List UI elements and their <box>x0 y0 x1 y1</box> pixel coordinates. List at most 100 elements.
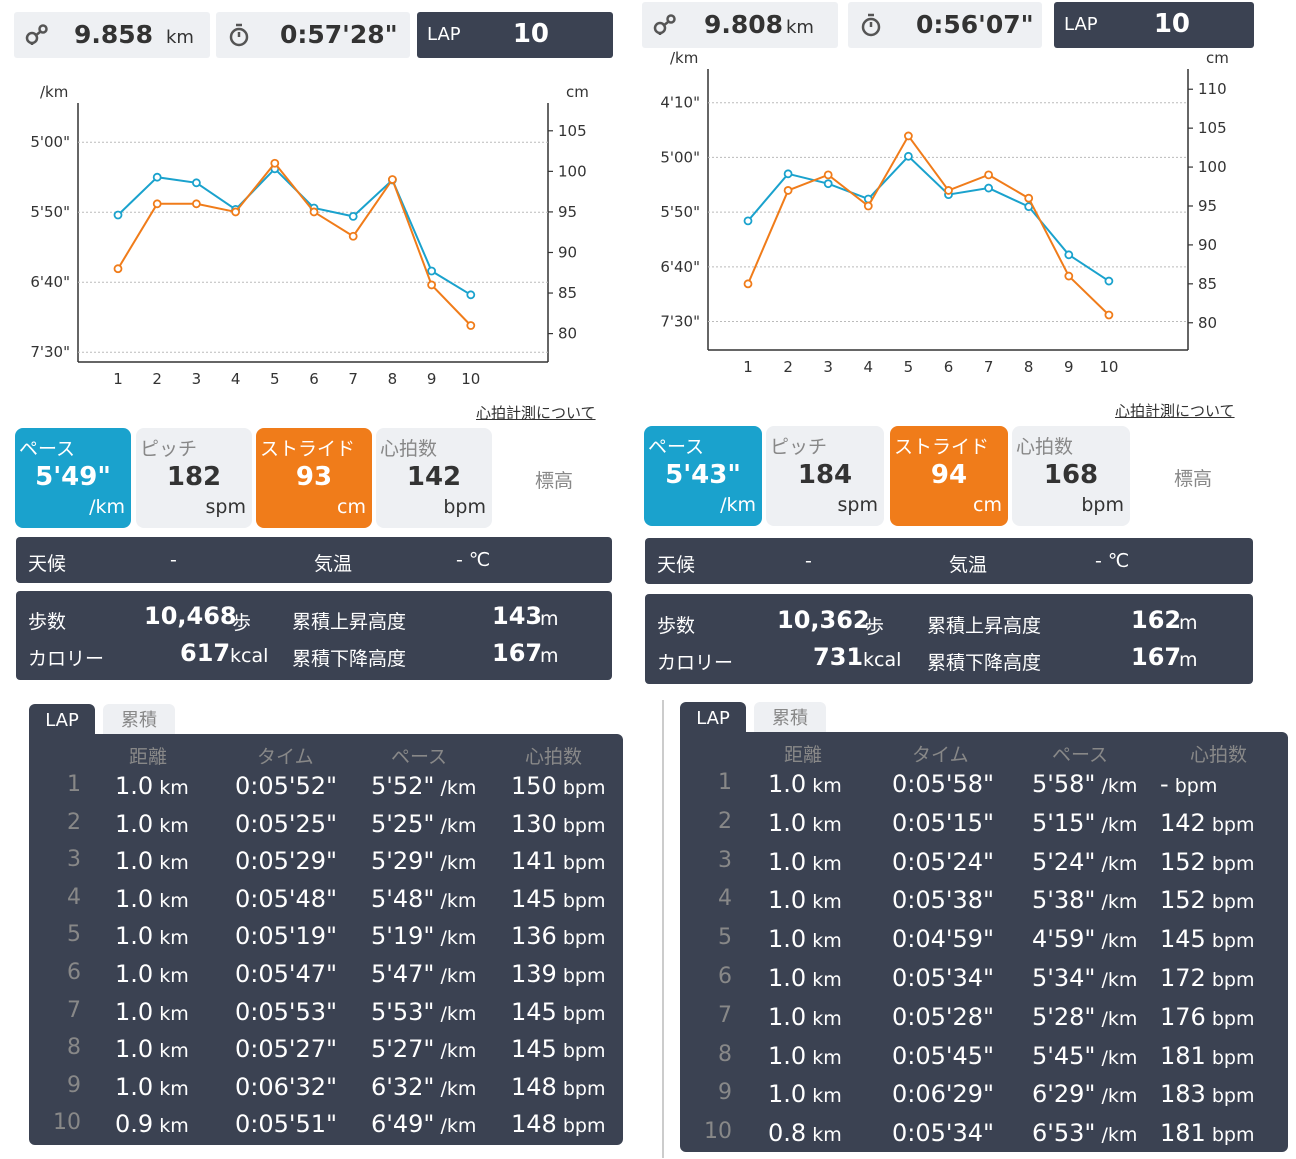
table-row[interactable]: 3 1.0 km 0:05'24" 5'24" /km 152 bpm <box>680 848 1288 887</box>
metric-elevation[interactable]: 標高 <box>1134 426 1252 526</box>
table-row[interactable]: 4 1.0 km 0:05'38" 5'38" /km 152 bpm <box>680 886 1288 925</box>
right-axis-unit: cm <box>1206 50 1229 67</box>
lap-pace: 5'34" /km <box>1032 964 1138 992</box>
metric-heart-rate[interactable]: 心拍数 168 bpm <box>1012 426 1130 526</box>
table-row[interactable]: 6 1.0 km 0:05'47" 5'47" /km 139 bpm <box>29 960 623 998</box>
table-row[interactable]: 1 1.0 km 0:05'52" 5'52" /km 150 bpm <box>29 772 623 810</box>
metric-heart-rate[interactable]: 心拍数 142 bpm <box>376 428 492 528</box>
lap-time: 0:05'15" <box>892 808 995 837</box>
elevation-down-unit: m <box>1179 649 1198 671</box>
lap-pace: 5'19" /km <box>371 922 477 951</box>
lap-distance: 1.0 km <box>768 770 842 798</box>
metric-hr-value: 168 <box>1043 460 1099 490</box>
stride-point <box>743 279 753 289</box>
right-tick-label: 80 <box>558 325 577 343</box>
temperature-value: - ℃ <box>456 549 491 571</box>
stride-point <box>903 131 913 141</box>
elevation-down-value: 167 <box>1131 643 1182 671</box>
lap-pace: 5'24" /km <box>1032 847 1138 876</box>
pace-point <box>191 178 201 188</box>
table-row[interactable]: 4 1.0 km 0:05'48" 5'48" /km 145 bpm <box>29 885 623 923</box>
tab-lap[interactable]: LAP <box>29 704 95 738</box>
lap-distance: 1.0 km <box>115 884 189 913</box>
steps-value: 10,362 <box>777 606 870 634</box>
pace-point <box>783 169 793 179</box>
left-tick-label: 5'00" <box>660 148 700 166</box>
table-row[interactable]: 5 1.0 km 0:05'19" 5'19" /km 136 bpm <box>29 922 623 960</box>
stopwatch-icon <box>861 13 881 37</box>
metric-pitch[interactable]: ピッチ 184 spm <box>766 426 884 526</box>
metric-pitch-label: ピッチ <box>140 438 198 460</box>
stride-point <box>823 170 833 180</box>
divider <box>662 700 664 1158</box>
table-row[interactable]: 6 1.0 km 0:05'34" 5'34" /km 172 bpm <box>680 964 1288 1003</box>
x-tick-label: 1 <box>113 370 123 388</box>
right-tick-label: 90 <box>558 243 577 261</box>
right-tick-label: 95 <box>558 203 577 221</box>
heart-rate-info-link[interactable]: 心拍計測について <box>1115 402 1235 420</box>
tab-cumulative[interactable]: 累積 <box>754 702 826 736</box>
lap-heart-rate: 145 bpm <box>1160 925 1255 954</box>
weather-bar: 天候 - 気温 - ℃ <box>645 538 1253 584</box>
lap-distance: 1.0 km <box>768 808 842 837</box>
table-row[interactable]: 2 1.0 km 0:05'25" 5'25" /km 130 bpm <box>29 810 623 848</box>
temperature-value: - ℃ <box>1095 550 1130 572</box>
x-tick-label: 9 <box>1064 358 1074 376</box>
tab-cumulative[interactable]: 累積 <box>103 704 175 738</box>
table-row[interactable]: 8 1.0 km 0:05'27" 5'27" /km 145 bpm <box>29 1035 623 1073</box>
table-row[interactable]: 7 1.0 km 0:05'53" 5'53" /km 145 bpm <box>29 998 623 1036</box>
table-row[interactable]: 10 0.9 km 0:05'51" 6'49" /km 148 bpm <box>29 1110 623 1148</box>
stride-series-line <box>117 161 472 327</box>
time-box: 0:57'28" <box>216 12 410 58</box>
lap-heart-rate: - bpm <box>1160 770 1218 798</box>
metric-stride[interactable]: ストライド 93 cm <box>256 428 372 528</box>
steps-label: 歩数 <box>28 611 67 633</box>
column-header: タイム <box>912 744 969 766</box>
table-row[interactable]: 9 1.0 km 0:06'32" 6'32" /km 148 bpm <box>29 1073 623 1111</box>
lap-pace: 5'45" /km <box>1032 1041 1138 1070</box>
table-row[interactable]: 9 1.0 km 0:06'29" 6'29" /km 183 bpm <box>680 1080 1288 1119</box>
lap-heart-rate: 145 bpm <box>511 997 606 1026</box>
left-tick-label: 5'50" <box>30 203 70 221</box>
lap-label: LAP <box>427 24 461 45</box>
table-row[interactable]: 1 1.0 km 0:05'58" 5'58" /km - bpm <box>680 770 1288 809</box>
calories-value: 617 <box>180 639 231 667</box>
metric-stride[interactable]: ストライド 94 cm <box>890 426 1008 526</box>
table-row[interactable]: 8 1.0 km 0:05'45" 5'45" /km 181 bpm <box>680 1042 1288 1081</box>
metric-pitch-label: ピッチ <box>770 436 828 458</box>
x-tick-label: 8 <box>388 370 398 388</box>
lap-distance: 1.0 km <box>115 1072 189 1101</box>
lap-distance: 1.0 km <box>768 1041 842 1070</box>
left-tick-label: 6'40" <box>660 258 700 276</box>
lap-heart-rate: 183 bpm <box>1160 1080 1255 1109</box>
tab-lap[interactable]: LAP <box>680 702 746 736</box>
table-row[interactable]: 7 1.0 km 0:05'28" 5'28" /km 176 bpm <box>680 1003 1288 1042</box>
lap-time: 0:05'38" <box>892 886 995 915</box>
pace-stride-chart: /km cm5'00"5'50"6'40"7'30"105100959085801… <box>30 83 589 388</box>
right-workout-panel: 9.808 km 0:56'07" LAP 10 /km cm 4'10" 5'00"… <box>640 0 1288 1159</box>
weather-value: - <box>805 550 812 572</box>
metric-pitch[interactable]: ピッチ 182 spm <box>136 428 252 528</box>
metric-pace[interactable]: ペース 5'49" /km <box>15 428 131 528</box>
elevation-down-label: 累積下降高度 <box>292 648 407 670</box>
table-row[interactable]: 5 1.0 km 0:04'59" 4'59" /km 145 bpm <box>680 925 1288 964</box>
table-row[interactable]: 2 1.0 km 0:05'15" 5'15" /km 142 bpm <box>680 809 1288 848</box>
steps-label: 歩数 <box>657 615 696 637</box>
pace-point <box>903 151 913 161</box>
heart-rate-info-link[interactable]: 心拍計測について <box>476 404 596 422</box>
lap-number: 7 <box>67 997 81 1023</box>
stride-point <box>466 321 476 330</box>
lap-number: 10 <box>704 1119 732 1145</box>
x-tick-label: 3 <box>192 370 202 388</box>
right-tick-label: 85 <box>1198 275 1217 293</box>
metric-pitch-unit: spm <box>837 494 878 516</box>
metric-elevation[interactable]: 標高 <box>496 428 612 528</box>
lap-distance: 0.9 km <box>115 1110 189 1139</box>
table-row[interactable]: 10 0.8 km 0:05'34" 6'53" /km 181 bpm <box>680 1119 1288 1158</box>
right-tick-label: 80 <box>1198 314 1217 332</box>
table-row[interactable]: 3 1.0 km 0:05'29" 5'29" /km 141 bpm <box>29 847 623 885</box>
elevation-down-label: 累積下降高度 <box>927 652 1042 674</box>
metric-pace[interactable]: ペース 5'43" /km <box>644 426 762 526</box>
stride-point <box>387 175 397 184</box>
lap-label: LAP <box>1064 14 1098 35</box>
